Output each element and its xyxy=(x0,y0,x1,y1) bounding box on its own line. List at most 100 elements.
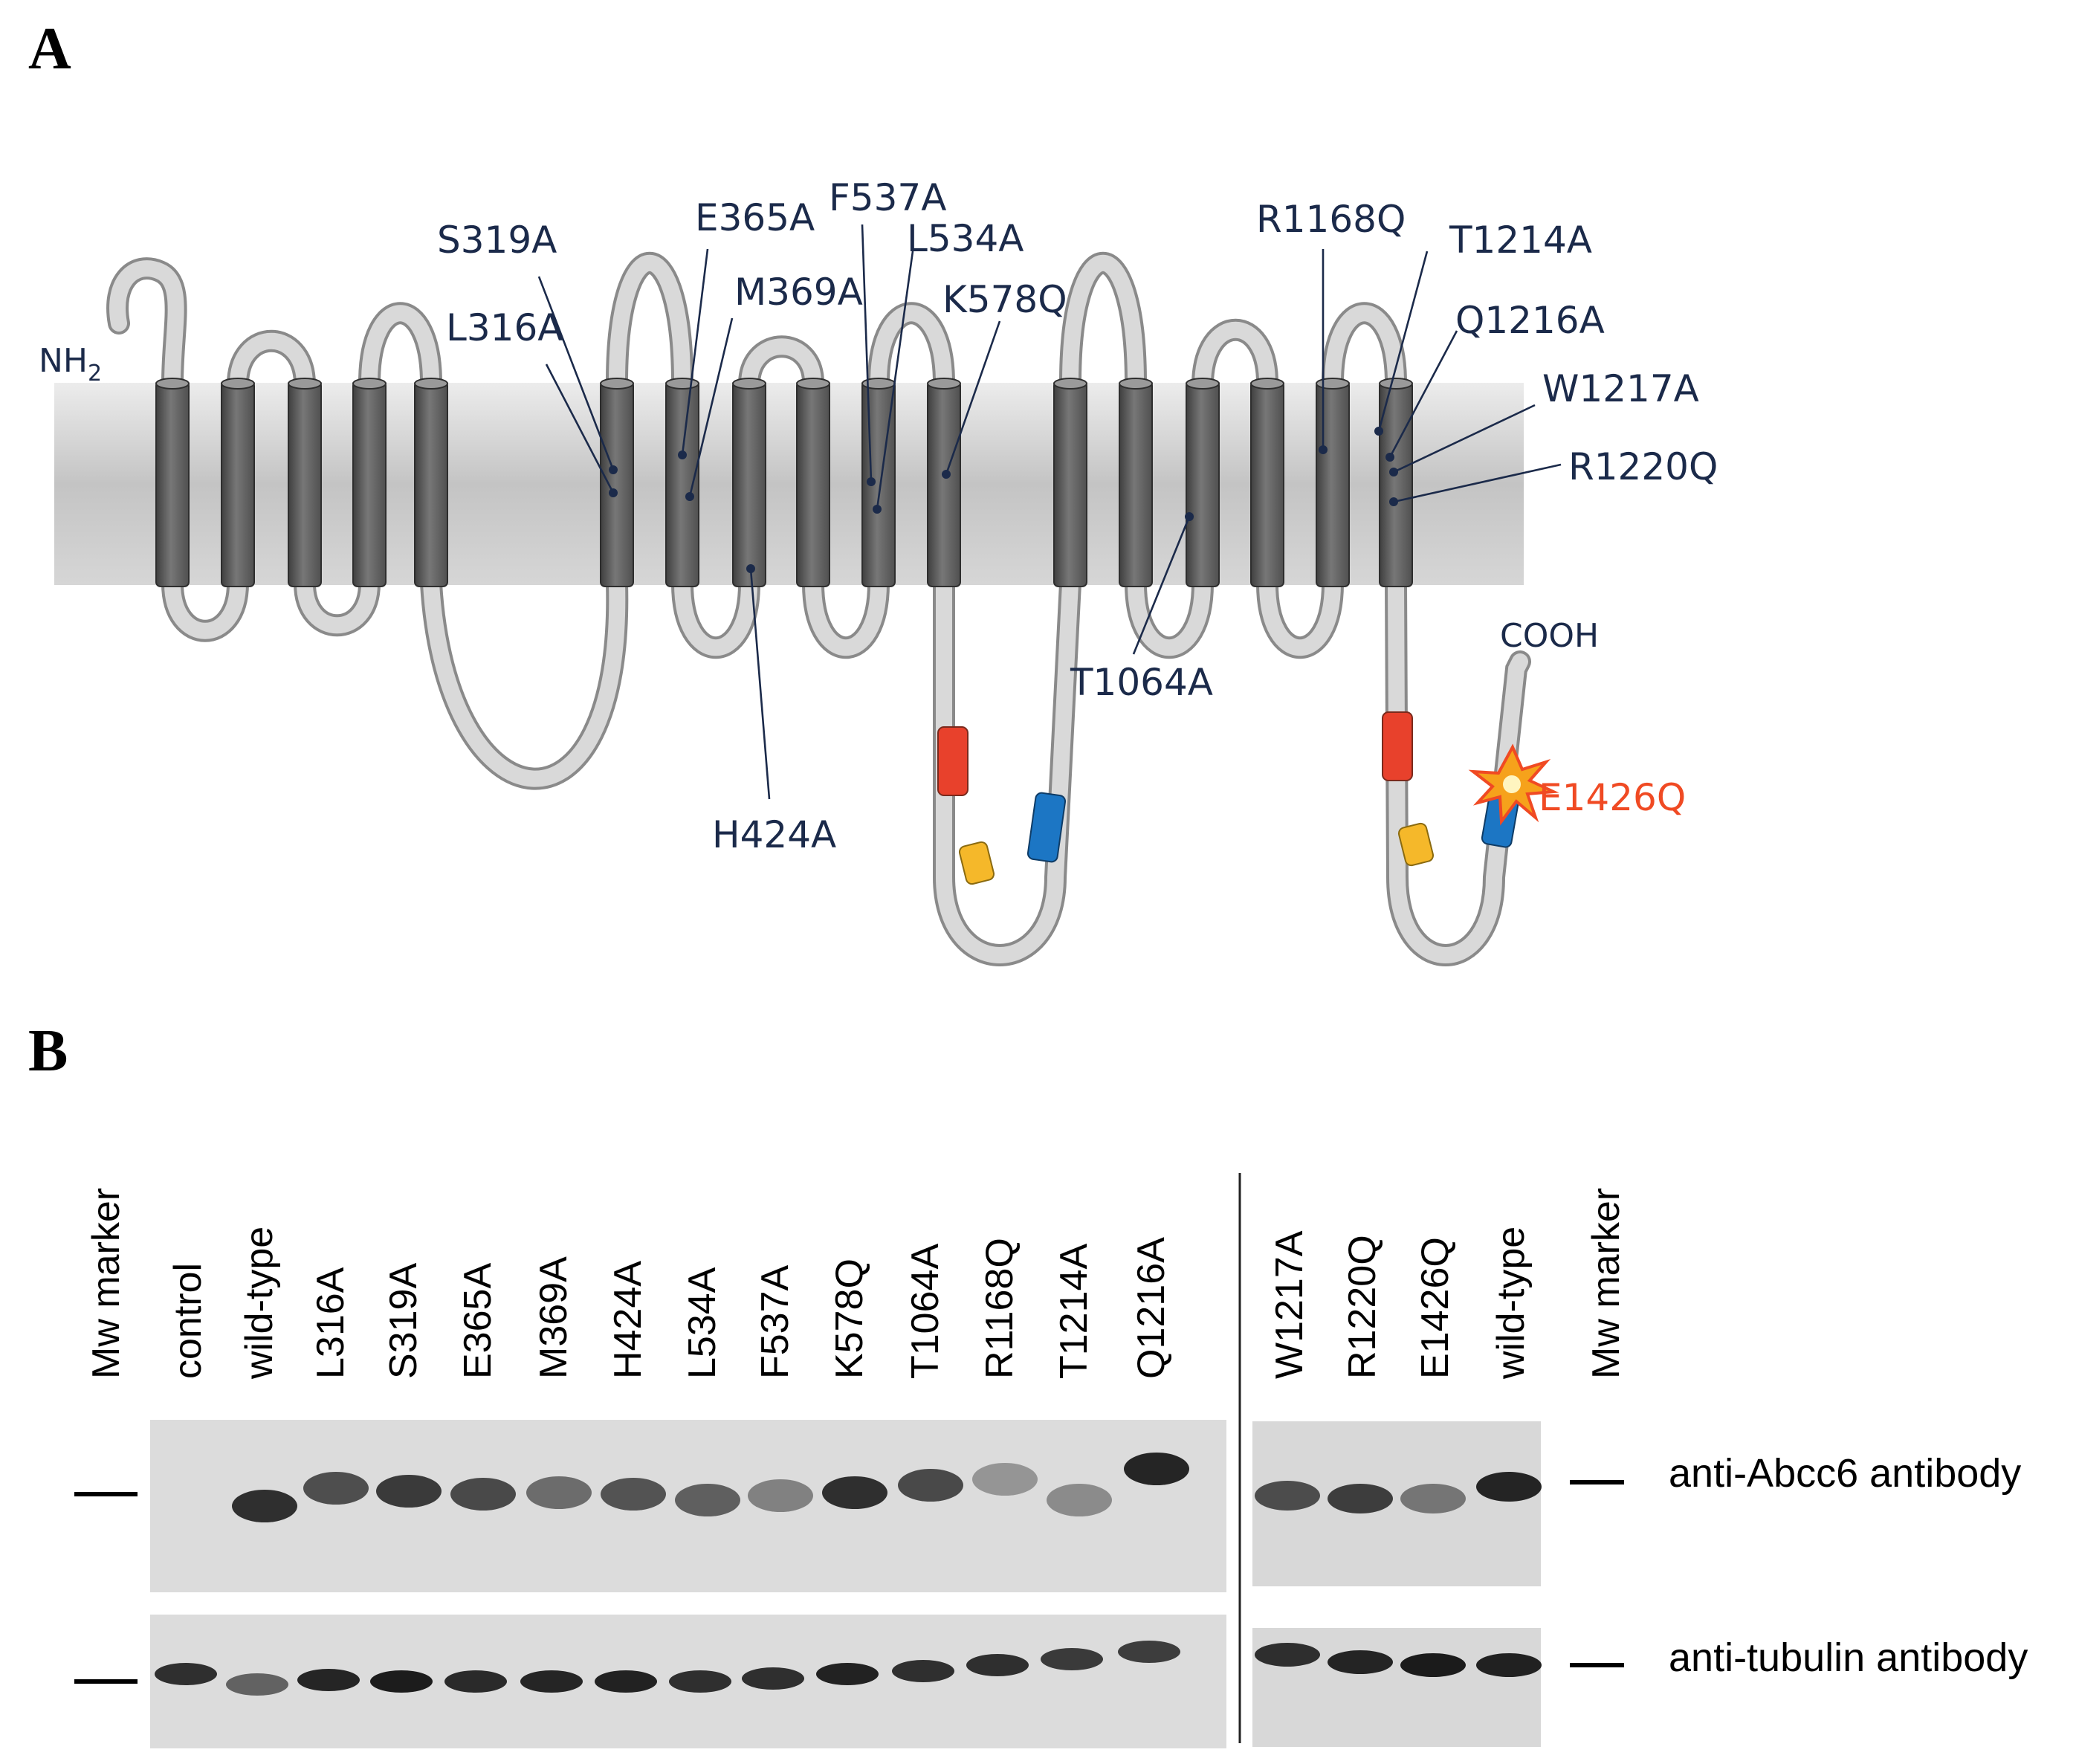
abcc6-band-right-1 xyxy=(1328,1484,1393,1513)
tm-helix-cap-15 xyxy=(1250,378,1284,390)
lane-label-right-3: wild-type xyxy=(1490,1227,1533,1380)
label-m369a: M369A xyxy=(734,271,863,314)
lane-label-left-8: F537A xyxy=(754,1264,797,1379)
tubulin-band-left-2 xyxy=(297,1669,360,1691)
label-h424a: H424A xyxy=(712,813,836,856)
walker-a-motif-1 xyxy=(937,726,969,796)
label-e365a: E365A xyxy=(695,196,815,239)
lane-label-right-2: E1426Q xyxy=(1414,1237,1457,1379)
tm-helix-1 xyxy=(155,381,190,587)
abcc6-band-left-10 xyxy=(898,1469,963,1502)
tm-helix-7 xyxy=(665,381,699,587)
tm-helix-16 xyxy=(1316,381,1350,587)
label-l316a: L316A xyxy=(446,306,563,349)
label-r1220q: R1220Q xyxy=(1568,445,1718,488)
blot-bands xyxy=(155,1453,1542,1696)
tm-helix-cap-16 xyxy=(1316,378,1350,390)
tubulin-band-left-12 xyxy=(1041,1648,1103,1670)
tm-helix-cap-9 xyxy=(796,378,830,390)
abcc6-band-left-7 xyxy=(675,1484,740,1516)
lane-label-left-9: K578Q xyxy=(828,1259,871,1379)
lane-label-left-1: wild-type xyxy=(238,1227,281,1380)
tubulin-band-right-2 xyxy=(1400,1653,1466,1677)
label-q1216a: Q1216A xyxy=(1455,299,1605,342)
transmembrane-helices xyxy=(155,378,1413,587)
tm-helix-cap-12 xyxy=(1053,378,1087,390)
antibody-label-abcc6: anti-Abcc6 antibody xyxy=(1669,1451,2021,1496)
signature-motif-2 xyxy=(1397,822,1435,867)
tm-helix-4 xyxy=(352,381,387,587)
label-r1168q: R1168Q xyxy=(1256,198,1406,241)
abcc6-band-left-4 xyxy=(450,1478,516,1511)
tubulin-band-left-3 xyxy=(370,1670,433,1693)
abcc6-band-left-9 xyxy=(822,1476,887,1509)
tm-helix-cap-3 xyxy=(288,378,322,390)
tm-helix-cap-2 xyxy=(221,378,255,390)
tm-helix-8 xyxy=(732,381,766,587)
membrane-band xyxy=(54,383,1524,585)
tm-helix-cap-14 xyxy=(1186,378,1220,390)
label-w1217a: W1217A xyxy=(1542,367,1699,410)
walker-a-motif-2 xyxy=(1382,711,1413,781)
tm-helix-cap-17 xyxy=(1379,378,1413,390)
tm-helix-cap-6 xyxy=(600,378,634,390)
abcc6-band-left-13 xyxy=(1124,1453,1189,1485)
lane-label-right-0: W1217A xyxy=(1268,1230,1311,1379)
lane-label-left-5: M369A xyxy=(532,1256,575,1379)
lane-label-left-6: H424A xyxy=(607,1261,650,1379)
tm-helix-14 xyxy=(1186,381,1220,587)
tubulin-band-left-0 xyxy=(155,1663,217,1685)
tubulin-band-left-7 xyxy=(669,1670,731,1693)
lane-label-left-0: control xyxy=(166,1263,210,1379)
tubulin-band-left-4 xyxy=(444,1670,507,1693)
abcc6-band-left-6 xyxy=(601,1478,666,1511)
tm-helix-9 xyxy=(796,381,830,587)
mw-marker-label-right: Mw marker xyxy=(1585,1188,1628,1379)
lane-label-left-12: T1214A xyxy=(1052,1244,1096,1379)
mw-marker-label-left: Mw marker xyxy=(85,1188,128,1379)
tubulin-band-left-6 xyxy=(595,1670,657,1693)
lane-label-left-7: L534A xyxy=(681,1267,724,1379)
label-t1214a: T1214A xyxy=(1449,219,1592,262)
lane-label-right-1: R1220Q xyxy=(1341,1235,1384,1379)
tm-helix-cap-7 xyxy=(665,378,699,390)
tubulin-band-right-0 xyxy=(1255,1643,1320,1667)
abcc6-band-left-1 xyxy=(232,1490,297,1522)
antibody-label-tubulin: anti-tubulin antibody xyxy=(1669,1635,2028,1680)
tm-helix-6 xyxy=(600,381,634,587)
tubulin-band-left-1 xyxy=(226,1673,288,1696)
nbd-motifs xyxy=(937,711,1522,885)
tubulin-band-right-1 xyxy=(1328,1650,1393,1674)
label-k578q: K578Q xyxy=(942,278,1067,321)
lane-label-left-4: E365A xyxy=(456,1263,499,1379)
abcc6-band-left-8 xyxy=(748,1479,813,1512)
abcc6-band-right-3 xyxy=(1476,1472,1542,1502)
tm-helix-cap-4 xyxy=(352,378,387,390)
label-t1064a: T1064A xyxy=(1070,661,1213,704)
label-f537a: F537A xyxy=(829,176,946,219)
tubulin-band-left-9 xyxy=(816,1663,879,1685)
n-terminus-label: NH2 xyxy=(39,342,102,387)
tm-helix-15 xyxy=(1250,381,1284,587)
mutation-burst-icon xyxy=(1468,743,1559,826)
tubulin-band-left-8 xyxy=(742,1667,804,1690)
label-l534a: L534A xyxy=(907,217,1024,260)
signature-motif-1 xyxy=(958,841,995,885)
lane-label-left-10: T1064A xyxy=(904,1244,947,1379)
lane-label-left-3: S319A xyxy=(382,1263,425,1379)
abcc6-band-right-0 xyxy=(1255,1481,1320,1511)
abcc6-band-left-5 xyxy=(526,1476,592,1509)
label-s319a: S319A xyxy=(437,219,557,262)
tm-helix-cap-5 xyxy=(414,378,448,390)
tm-helix-13 xyxy=(1119,381,1153,587)
tm-helix-2 xyxy=(221,381,255,587)
tm-helix-11 xyxy=(927,381,961,587)
walker-b-motif-1 xyxy=(1026,792,1067,863)
abcc6-band-right-2 xyxy=(1400,1484,1466,1513)
tm-helix-12 xyxy=(1053,381,1087,587)
tubulin-band-left-5 xyxy=(520,1670,583,1693)
topology-loops xyxy=(106,252,1531,966)
tm-helix-cap-11 xyxy=(927,378,961,390)
lane-labels: control wild-type L316A S319A E365A M369A H424… xyxy=(166,1227,1533,1380)
